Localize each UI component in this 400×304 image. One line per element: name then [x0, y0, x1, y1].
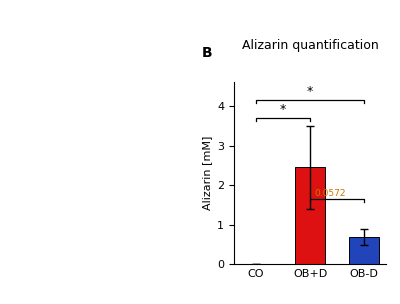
Text: *: * [307, 85, 313, 98]
Text: Alizarin quantification: Alizarin quantification [242, 39, 378, 52]
Text: *: * [280, 103, 286, 116]
Text: 0.0572: 0.0572 [314, 189, 346, 198]
Bar [295, 167, 325, 264]
Bar [349, 237, 379, 264]
Text: B: B [202, 46, 213, 60]
Y-axis label: Alizarin [mM]: Alizarin [mM] [202, 136, 212, 210]
